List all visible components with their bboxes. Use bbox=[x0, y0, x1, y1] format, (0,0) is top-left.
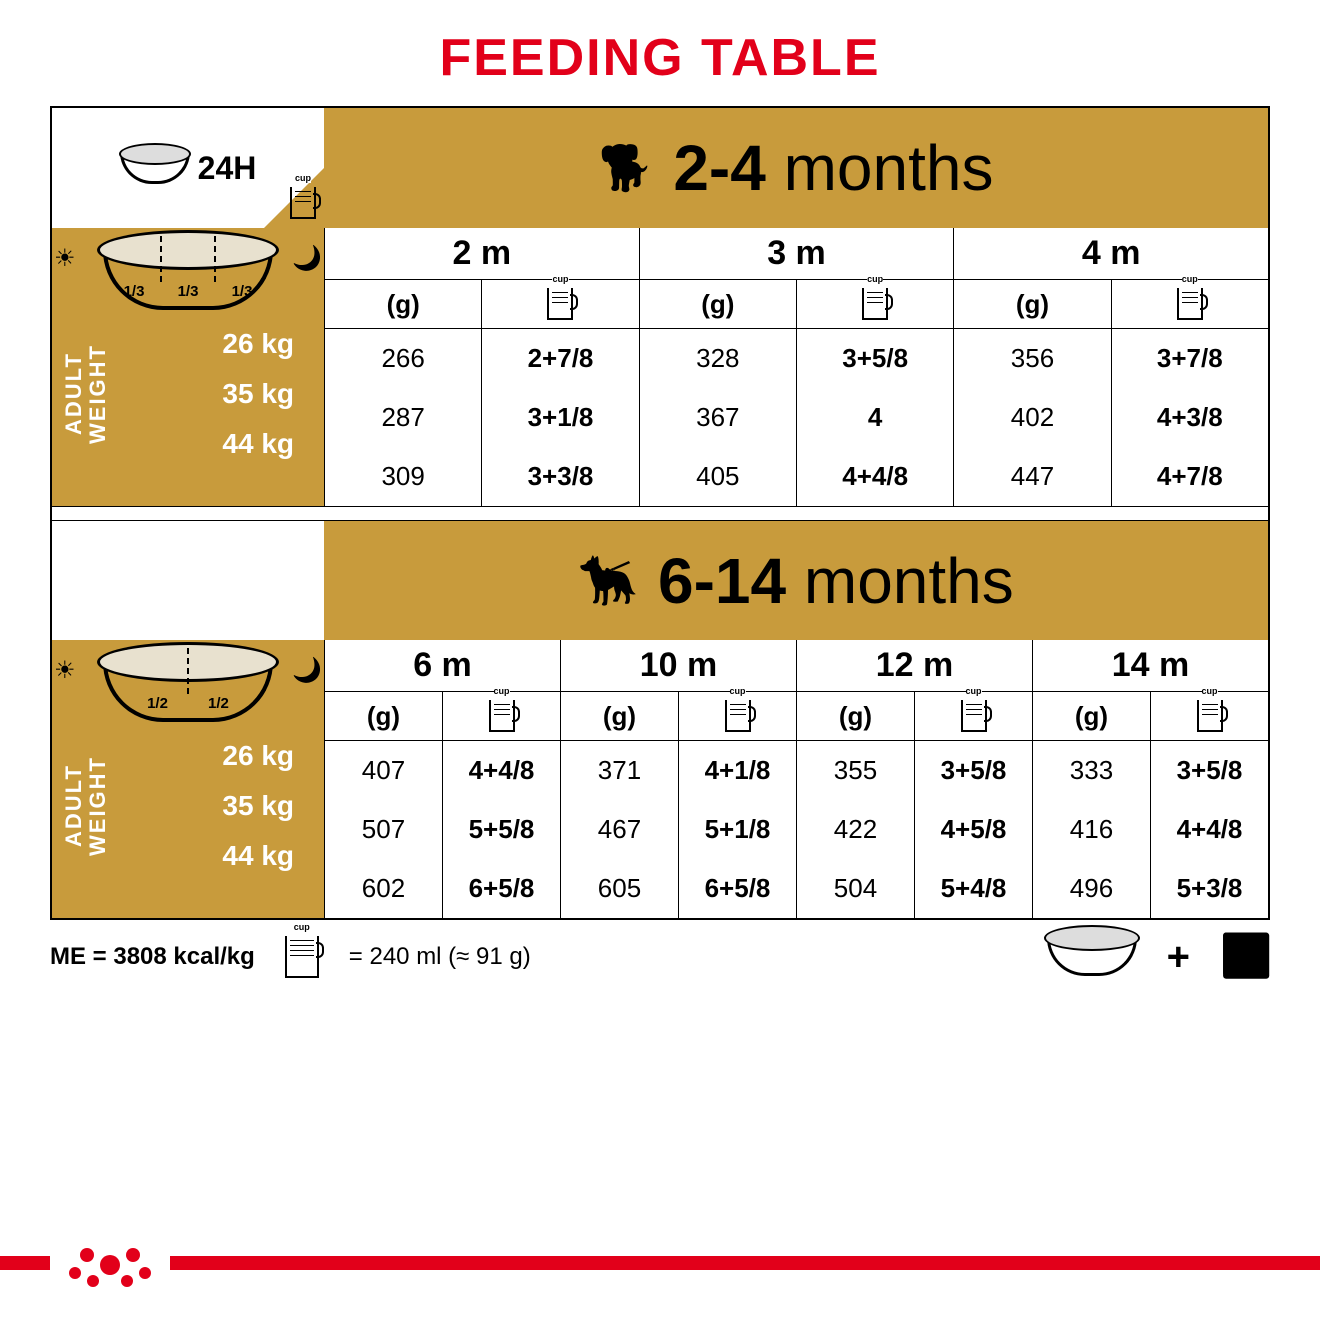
month-header: 2 m bbox=[324, 228, 639, 280]
weight-value: 44 kg bbox=[128, 840, 294, 872]
time-label: 24H bbox=[198, 150, 257, 187]
cup-icon bbox=[285, 936, 319, 978]
cup-icon bbox=[961, 700, 987, 732]
cup-icon bbox=[489, 700, 515, 732]
section2-data: 6 m 10 m 12 m 14 m (g) (g) (g) (g) 4074+… bbox=[324, 640, 1268, 918]
water-tap-icon bbox=[1220, 932, 1270, 982]
me-value: ME = 3808 kcal/kg bbox=[50, 943, 255, 971]
brand-crown-icon bbox=[50, 1230, 170, 1300]
table-row: 3093+3/8 4054+4/8 4474+7/8 bbox=[324, 447, 1268, 506]
table-row: 4074+4/8 3714+1/8 3553+5/8 3333+5/8 bbox=[324, 741, 1268, 800]
adult-weight-label: ADULTWEIGHT bbox=[62, 740, 110, 872]
cup-icon bbox=[547, 288, 573, 320]
cup-icon bbox=[1197, 700, 1223, 732]
month-header: 6 m bbox=[324, 640, 560, 692]
weight-value: 44 kg bbox=[128, 428, 294, 460]
table-row: 6026+5/8 6056+5/8 5045+4/8 4965+3/8 bbox=[324, 859, 1268, 918]
sun-icon: ☀ bbox=[54, 656, 76, 685]
page-title: FEEDING TABLE bbox=[0, 0, 1320, 88]
dog-icon: 🐕‍🦺 bbox=[578, 552, 638, 609]
unit-grams: (g) bbox=[387, 289, 420, 320]
cup-icon bbox=[862, 288, 888, 320]
footer-info: ME = 3808 kcal/kg = 240 ml (≈ 91 g) + bbox=[50, 932, 1270, 982]
bowl-icon bbox=[120, 152, 190, 184]
cup-icon bbox=[290, 187, 316, 224]
section1-sidebar: ☀ 🌙 1/3 1/3 1/3 ADULTWEIGHT 26 kg 35 kg … bbox=[52, 228, 324, 506]
bowl-halves-icon: 1/2 1/2 bbox=[103, 662, 273, 722]
sun-icon: ☀ bbox=[54, 244, 76, 273]
month-header: 12 m bbox=[796, 640, 1032, 692]
plus-icon: + bbox=[1167, 935, 1190, 980]
table-row: 2873+1/8 3674 4024+3/8 bbox=[324, 388, 1268, 447]
weight-value: 35 kg bbox=[128, 378, 294, 410]
moon-icon: 🌙 bbox=[292, 244, 322, 273]
section1-data: 2 m 3 m 4 m (g) (g) (g) 2662+7/8 3283+5/… bbox=[324, 228, 1268, 506]
feeding-table: 24H 🐕 2-4 months ☀ 🌙 1/3 1/3 1/3 bbox=[50, 106, 1270, 920]
month-header: 10 m bbox=[560, 640, 796, 692]
month-header: 14 m bbox=[1032, 640, 1268, 692]
section2-sidebar: ☀ 🌙 1/2 1/2 ADULTWEIGHT 26 kg 35 kg 44 k… bbox=[52, 640, 324, 918]
cup-icon bbox=[1177, 288, 1203, 320]
section2-header: 🐕‍🦺 6-14 months bbox=[324, 520, 1268, 640]
top-left-24h-cell: 24H bbox=[52, 108, 324, 228]
cup-volume: = 240 ml (≈ 91 g) bbox=[349, 943, 531, 971]
weight-value: 26 kg bbox=[128, 740, 294, 772]
moon-icon: 🌙 bbox=[292, 656, 322, 685]
weight-value: 35 kg bbox=[128, 790, 294, 822]
month-header: 3 m bbox=[639, 228, 954, 280]
adult-weight-label: ADULTWEIGHT bbox=[62, 328, 110, 460]
month-header: 4 m bbox=[953, 228, 1268, 280]
bowl-icon bbox=[1047, 938, 1137, 976]
puppy-icon: 🐕 bbox=[599, 142, 654, 194]
weight-value: 26 kg bbox=[128, 328, 294, 360]
cup-icon bbox=[725, 700, 751, 732]
table-row: 5075+5/8 4675+1/8 4224+5/8 4164+4/8 bbox=[324, 800, 1268, 859]
table-row: 2662+7/8 3283+5/8 3563+7/8 bbox=[324, 329, 1268, 388]
section1-header: 🐕 2-4 months bbox=[324, 108, 1268, 228]
bowl-thirds-icon: 1/3 1/3 1/3 bbox=[103, 250, 273, 310]
brand-bar bbox=[0, 1256, 1320, 1270]
